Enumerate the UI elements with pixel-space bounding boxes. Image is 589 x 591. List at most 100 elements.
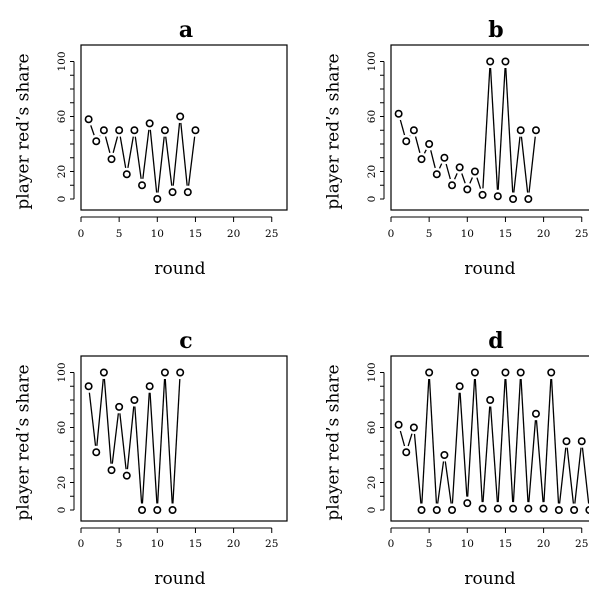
data-point [425, 368, 434, 377]
series-segment [407, 433, 413, 447]
data-point [183, 188, 192, 197]
data-point [463, 185, 472, 194]
series-segment [112, 136, 119, 154]
panel-title: d [488, 328, 503, 354]
series-segment [134, 406, 143, 504]
data-point [562, 437, 571, 446]
series-segment [574, 447, 582, 504]
data-point [417, 155, 426, 164]
data-point [425, 140, 434, 149]
x-tick-label: 15 [499, 228, 512, 240]
y-axis-title: player red’s share [324, 364, 344, 520]
y-tick-label: 20 [56, 165, 68, 178]
data-point [176, 368, 185, 377]
x-tick-label: 10 [151, 538, 164, 550]
series-segment [90, 125, 95, 136]
series-segment [111, 413, 120, 464]
series-segment [520, 378, 529, 503]
data-point [509, 504, 518, 513]
x-tick-label: 25 [575, 228, 588, 240]
data-point [470, 167, 479, 176]
data-point [524, 195, 533, 204]
data-point [107, 155, 116, 164]
y-tick-label: 100 [56, 51, 68, 71]
series-segment [453, 173, 458, 180]
series-segment [134, 136, 142, 179]
panel-title: a [179, 17, 193, 43]
series-segment [157, 378, 166, 504]
series-segment [119, 136, 127, 168]
data-point [470, 368, 479, 377]
x-tick-label: 5 [116, 538, 123, 550]
series-segment [157, 136, 165, 193]
x-tick-label: 20 [227, 538, 240, 550]
plot-frame [80, 355, 288, 522]
series-segment [467, 378, 476, 497]
x-tick-label: 20 [537, 538, 550, 550]
data-point [402, 137, 411, 146]
x-tick-label: 20 [227, 228, 240, 240]
series-segment [127, 136, 134, 168]
data-point [554, 505, 563, 514]
data-point [539, 504, 548, 513]
panel-c: c 0 5 10 15 20 25 0 20 60 100 round player red’s sha… [14, 328, 288, 589]
y-axis-title: player red’s share [324, 53, 344, 209]
data-point [138, 181, 147, 190]
series-segment [165, 136, 173, 186]
data-point [130, 395, 139, 404]
data-point [501, 57, 510, 66]
data-point [486, 395, 495, 404]
data-point [509, 195, 518, 204]
data-point [448, 181, 457, 190]
data-point [463, 499, 472, 508]
y-tick-label: 20 [366, 476, 378, 489]
series-segment [119, 413, 127, 470]
data-point [176, 112, 185, 121]
data-point [99, 126, 108, 135]
series-segment [88, 392, 97, 446]
y-axis-title: player red’s share [14, 364, 34, 520]
series-segment [489, 67, 499, 190]
series-segment [474, 378, 483, 503]
series-segment [187, 136, 196, 186]
data-point [99, 368, 108, 377]
series-segment [172, 122, 181, 186]
series-segment [469, 177, 473, 184]
x-tick-label: 20 [537, 228, 550, 240]
data-point [122, 170, 131, 179]
data-point [486, 57, 495, 66]
x-axis-title: round [464, 569, 515, 589]
data-point [409, 126, 418, 135]
x-tick-label: 0 [78, 228, 85, 240]
panel-a: a 0 5 10 15 20 25 0 20 60 100 round player red’s sha… [14, 17, 288, 279]
series-segment [520, 136, 529, 193]
series-segment [535, 420, 544, 503]
data-point [84, 115, 93, 124]
series-segment [421, 378, 430, 504]
data-point [394, 109, 403, 118]
data-point [516, 368, 525, 377]
y-tick-label: 60 [56, 421, 68, 434]
data-point [160, 126, 169, 135]
series-segment [423, 149, 427, 154]
x-tick-label: 10 [151, 228, 164, 240]
data-point [478, 190, 487, 199]
data-point [570, 505, 579, 514]
data-point [84, 382, 93, 391]
series-segment [180, 122, 188, 186]
series-segment [430, 150, 436, 169]
x-tick-label: 10 [461, 228, 474, 240]
series-segment [164, 378, 173, 504]
data-point [524, 504, 533, 513]
data-point [160, 368, 169, 377]
series-segment [149, 129, 158, 193]
data-point [107, 466, 116, 475]
data-point [115, 126, 124, 135]
y-tick-label: 20 [366, 165, 378, 178]
panel-title: c [179, 328, 192, 354]
y-tick-label: 100 [56, 362, 68, 382]
data-point [402, 448, 411, 457]
series-segment [489, 406, 499, 503]
data-point [440, 153, 449, 162]
